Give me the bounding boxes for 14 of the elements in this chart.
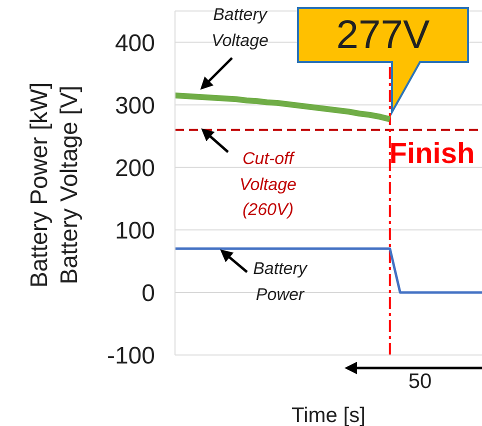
text: Battery Voltage (210, 4, 270, 52)
annotation: 277V (335, 12, 431, 59)
y-tick-label: 0 (142, 280, 155, 307)
text: 50 (407, 370, 433, 394)
ref-line-label: Cut-off Voltage (260V) (238, 148, 298, 221)
annotation: Finish (388, 137, 476, 172)
x-axis-title: Time [s] (292, 404, 366, 426)
y-tick-label: 400 (114, 30, 155, 57)
y-tick-label: -100 (106, 342, 155, 370)
series-label: Battery Power (252, 258, 309, 306)
y-tick-label: 100 (114, 217, 155, 244)
y-tick-label: 300 (114, 92, 155, 120)
y-axis-title: Battery Power [kW] Battery Voltage [V] (26, 81, 84, 290)
y-tick-label: 200 (114, 154, 155, 182)
